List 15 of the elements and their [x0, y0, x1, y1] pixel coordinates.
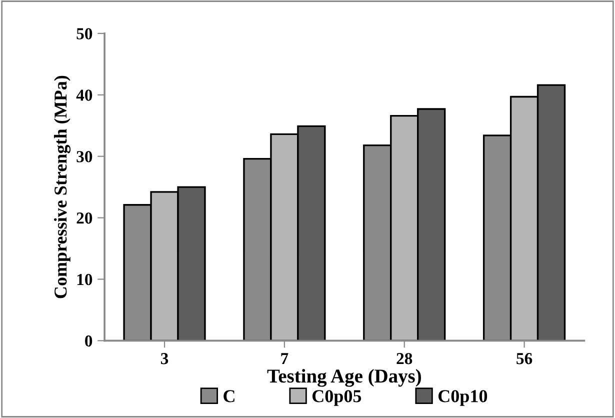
x-tick-label: 3 [160, 353, 168, 364]
y-tick-label: 50 [76, 28, 92, 40]
y-tick-label: 0 [85, 335, 92, 347]
legend-label: C [224, 390, 234, 402]
legend-label: C0p10 [438, 390, 488, 406]
x-tick-label: 7 [281, 353, 288, 364]
y-tick-label: 20 [76, 212, 92, 224]
y-tick-label: 40 [76, 90, 92, 101]
x-tick-label: 28 [396, 352, 412, 364]
legend-label: C0p05 [312, 390, 362, 406]
y-axis-title: Compressive Strength (MPa) [54, 76, 71, 298]
x-tick-label: 56 [516, 353, 532, 364]
x-axis-title: Testing Age (Days) [267, 368, 421, 387]
y-tick-label: 10 [77, 274, 92, 286]
y-tick-label: 30 [76, 151, 92, 162]
